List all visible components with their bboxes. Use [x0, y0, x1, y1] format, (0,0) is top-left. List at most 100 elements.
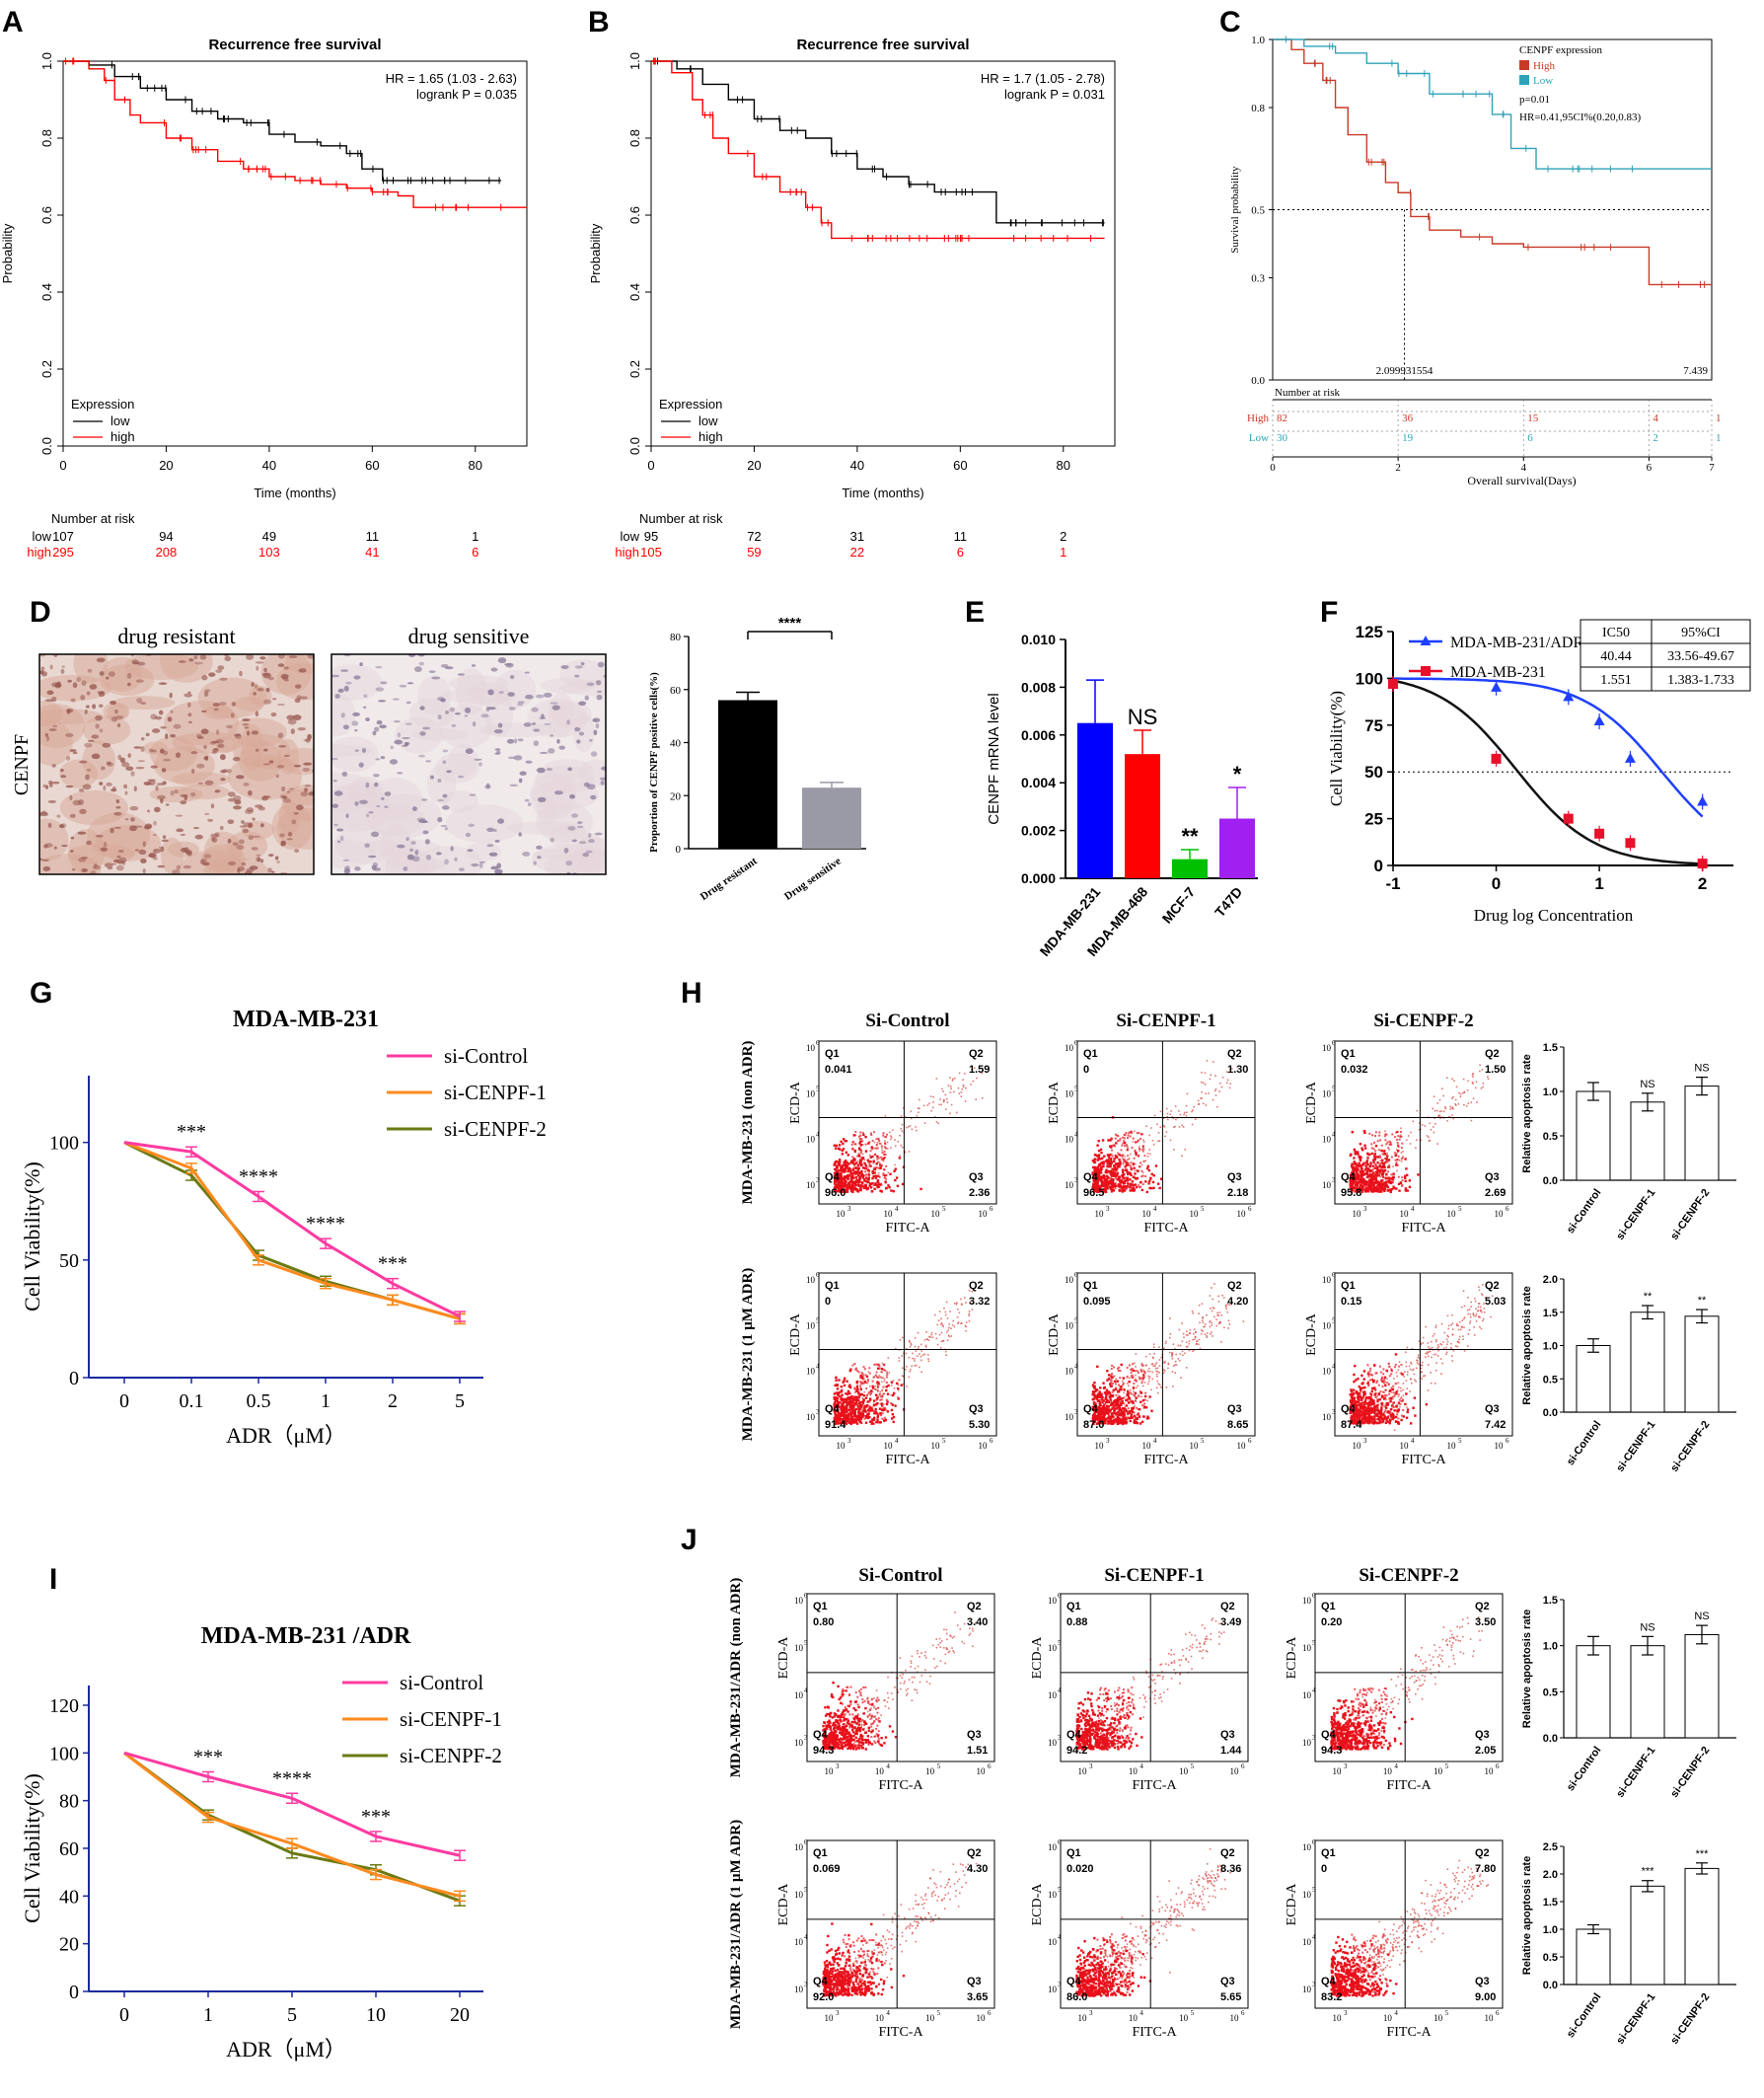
nucleus: [550, 837, 554, 843]
event-dot: [1378, 1162, 1381, 1165]
event-dot: [1365, 1169, 1369, 1173]
event-dot: [1093, 1415, 1096, 1419]
event-dot: [1426, 1135, 1429, 1137]
event-dot: [1092, 1385, 1095, 1388]
event-dot: [1121, 1190, 1125, 1193]
risk-value: 105: [640, 545, 662, 560]
event-dot: [1129, 1189, 1132, 1192]
event-dot: [1125, 1144, 1128, 1147]
event-dot: [931, 1336, 934, 1339]
event-dot: [1382, 1182, 1385, 1186]
event-dot: [1153, 1114, 1156, 1117]
event-dot: [884, 1147, 887, 1150]
event-dot: [1461, 1091, 1464, 1094]
event-dot: [845, 1180, 847, 1183]
event-dot: [1126, 1170, 1129, 1173]
event-dot: [1401, 1156, 1404, 1159]
nucleus: [91, 734, 100, 739]
event-dot: [1155, 1362, 1158, 1364]
nucleus: [414, 849, 419, 856]
event-dot: [1146, 1416, 1150, 1420]
nucleus: [257, 687, 264, 692]
nucleus: [116, 722, 121, 728]
nucleus: [553, 790, 563, 795]
nucleus: [196, 733, 202, 738]
event-dot: [1372, 1184, 1375, 1188]
event-dot: [1108, 1391, 1112, 1394]
event-dot: [844, 1160, 847, 1163]
event-dot: [919, 1355, 922, 1358]
event-dot: [857, 1147, 861, 1150]
event-dot: [871, 1176, 874, 1180]
event-dot: [1156, 1123, 1158, 1126]
event-dot: [853, 1171, 857, 1174]
event-dot: [1099, 1158, 1102, 1161]
event-dot: [1133, 1369, 1136, 1372]
nucleus: [101, 766, 106, 771]
event-dot: [1365, 1166, 1369, 1170]
event-dot: [1118, 1408, 1122, 1412]
nucleus: [169, 692, 173, 699]
p-value-text: logrank P = 0.031: [1004, 87, 1105, 102]
nucleus: [595, 722, 600, 729]
event-dot: [1103, 1189, 1106, 1193]
event-dot: [909, 1370, 912, 1373]
event-dot: [945, 1097, 948, 1100]
event-dot: [1142, 1406, 1145, 1409]
event-dot: [896, 1184, 900, 1188]
event-dot: [845, 1402, 848, 1405]
event-dot: [884, 1388, 888, 1392]
x-tick-label: 7: [1709, 462, 1715, 474]
event-dot: [843, 1384, 846, 1387]
event-dot: [1376, 1181, 1380, 1184]
event-dot: [1373, 1135, 1376, 1138]
nucleus: [263, 667, 267, 673]
event-dot: [1378, 1181, 1381, 1184]
event-dot: [872, 1418, 876, 1422]
event-dot: [1356, 1151, 1360, 1154]
event-dot: [1101, 1157, 1104, 1160]
event-dot: [1113, 1380, 1117, 1384]
event-dot: [890, 1135, 892, 1138]
y-power-label: 10: [806, 1412, 816, 1422]
event-dot: [875, 1410, 878, 1413]
event-dot: [1220, 1086, 1223, 1088]
y-tick-label: 75: [1364, 716, 1383, 735]
quadrant-name: Q2: [1485, 1048, 1500, 1060]
event-dot: [1091, 1171, 1094, 1174]
event-dot: [1132, 1392, 1134, 1395]
y-tick-label: 20: [59, 1934, 79, 1956]
event-dot: [1095, 1397, 1098, 1400]
event-dot: [1117, 1135, 1120, 1138]
nucleus: [72, 751, 78, 755]
significance-label: ****: [778, 615, 802, 632]
event-dot: [1481, 1069, 1484, 1071]
event-dot: [861, 1140, 863, 1142]
event-dot: [945, 1354, 948, 1356]
nucleus: [406, 854, 414, 861]
event-dot: [848, 1397, 851, 1400]
event-dot: [834, 1167, 837, 1171]
nucleus: [379, 724, 387, 729]
event-dot: [942, 1098, 945, 1101]
legend-entry: si-Control: [400, 1671, 483, 1694]
event-dot: [861, 1383, 864, 1386]
event-dot: [1143, 1370, 1146, 1373]
event-dot: [1209, 1078, 1212, 1081]
event-dot: [1385, 1172, 1388, 1175]
nucleus: [277, 732, 284, 739]
event-dot: [843, 1414, 845, 1418]
nucleus: [140, 737, 145, 741]
event-dot: [854, 1407, 858, 1411]
event-dot: [1123, 1417, 1126, 1421]
event-dot: [1119, 1184, 1123, 1187]
event-dot: [858, 1148, 861, 1152]
event-dot: [1117, 1178, 1120, 1181]
event-dot: [1138, 1155, 1140, 1158]
row-label: MDA-MB-231 (1 μM ADR): [740, 1268, 756, 1442]
event-dot: [1355, 1161, 1358, 1165]
event-dot: [835, 1379, 838, 1382]
